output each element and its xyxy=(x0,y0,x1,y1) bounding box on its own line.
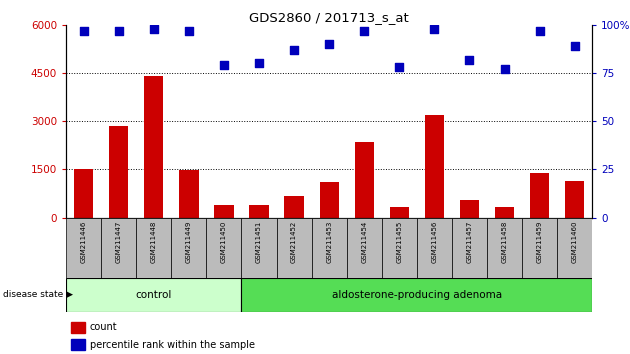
Bar xyxy=(390,207,409,218)
Point xyxy=(359,28,369,33)
Point xyxy=(79,28,89,33)
Bar xyxy=(144,76,163,218)
Text: GSM211455: GSM211455 xyxy=(396,221,403,263)
Point xyxy=(219,62,229,68)
Text: GSM211453: GSM211453 xyxy=(326,221,332,263)
Point xyxy=(534,28,544,33)
FancyBboxPatch shape xyxy=(277,218,312,278)
Bar xyxy=(71,339,84,350)
FancyBboxPatch shape xyxy=(66,278,241,312)
Point xyxy=(254,61,264,66)
Text: GSM211446: GSM211446 xyxy=(81,221,87,263)
FancyBboxPatch shape xyxy=(66,218,101,278)
FancyBboxPatch shape xyxy=(207,218,241,278)
Text: percentile rank within the sample: percentile rank within the sample xyxy=(90,339,255,350)
FancyBboxPatch shape xyxy=(487,218,522,278)
FancyBboxPatch shape xyxy=(557,218,592,278)
Point xyxy=(113,28,123,33)
Bar xyxy=(460,200,479,218)
Text: GSM211458: GSM211458 xyxy=(501,221,508,263)
Point xyxy=(184,28,194,33)
Text: GSM211459: GSM211459 xyxy=(537,221,542,263)
FancyBboxPatch shape xyxy=(522,218,557,278)
Bar xyxy=(214,205,234,218)
Point xyxy=(149,26,159,32)
Text: GSM211452: GSM211452 xyxy=(291,221,297,263)
Bar xyxy=(71,322,84,333)
Bar xyxy=(180,170,198,218)
Text: count: count xyxy=(90,322,117,332)
FancyBboxPatch shape xyxy=(136,218,171,278)
Bar xyxy=(495,207,514,218)
Bar xyxy=(285,196,304,218)
FancyBboxPatch shape xyxy=(241,218,277,278)
FancyBboxPatch shape xyxy=(171,218,207,278)
FancyBboxPatch shape xyxy=(452,218,487,278)
Text: GSM211451: GSM211451 xyxy=(256,221,262,263)
Text: GSM211450: GSM211450 xyxy=(221,221,227,263)
Bar xyxy=(355,142,374,218)
Bar xyxy=(109,126,129,218)
Point xyxy=(500,66,510,72)
Text: GSM211457: GSM211457 xyxy=(466,221,472,263)
Point xyxy=(324,41,334,47)
Bar xyxy=(530,173,549,218)
FancyBboxPatch shape xyxy=(101,218,136,278)
Text: GSM211448: GSM211448 xyxy=(151,221,157,263)
Bar xyxy=(319,182,339,218)
Text: GSM211456: GSM211456 xyxy=(432,221,437,263)
FancyBboxPatch shape xyxy=(417,218,452,278)
Bar xyxy=(249,205,268,218)
Text: GSM211449: GSM211449 xyxy=(186,221,192,263)
Text: GSM211454: GSM211454 xyxy=(361,221,367,263)
Bar xyxy=(74,170,93,218)
Text: disease state ▶: disease state ▶ xyxy=(3,290,73,299)
Bar xyxy=(425,115,444,218)
FancyBboxPatch shape xyxy=(346,218,382,278)
Point xyxy=(570,43,580,49)
Point xyxy=(429,26,439,32)
Point xyxy=(464,57,474,62)
FancyBboxPatch shape xyxy=(241,278,592,312)
Text: GSM211460: GSM211460 xyxy=(571,221,578,263)
Text: GSM211447: GSM211447 xyxy=(116,221,122,263)
FancyBboxPatch shape xyxy=(312,218,347,278)
Text: control: control xyxy=(135,290,172,300)
Point xyxy=(394,64,404,70)
Text: aldosterone-producing adenoma: aldosterone-producing adenoma xyxy=(332,290,502,300)
Bar xyxy=(565,181,584,218)
Title: GDS2860 / 201713_s_at: GDS2860 / 201713_s_at xyxy=(249,11,409,24)
FancyBboxPatch shape xyxy=(382,218,417,278)
Point xyxy=(289,47,299,53)
